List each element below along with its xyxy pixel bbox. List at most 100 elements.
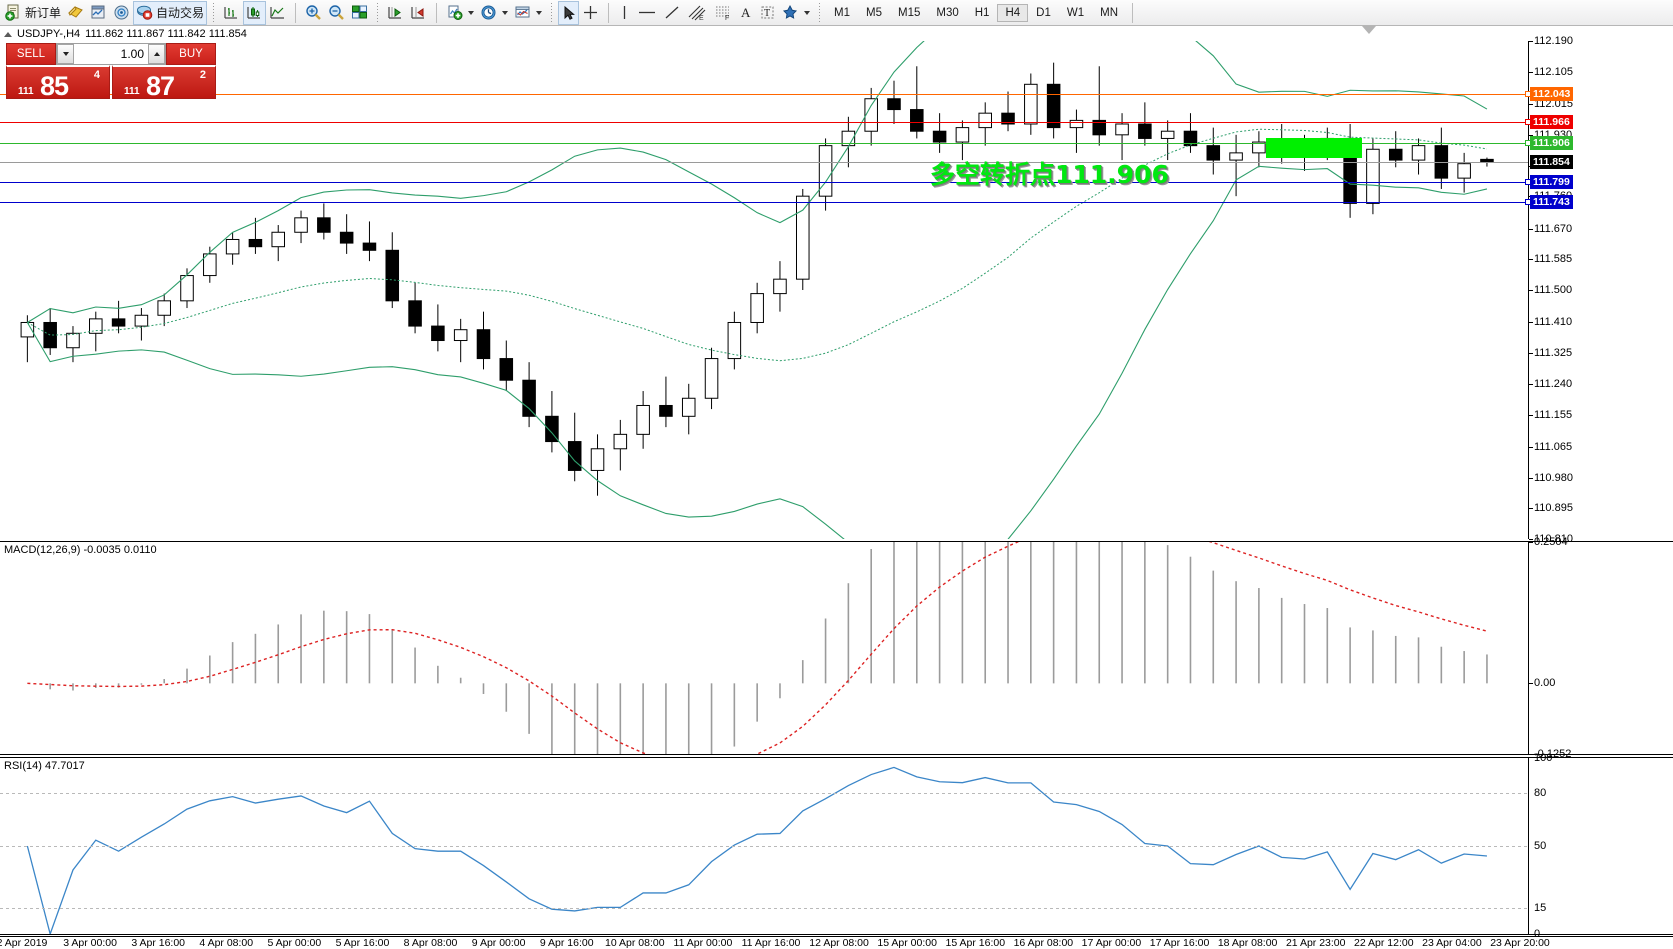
line-chart-button[interactable] xyxy=(266,1,289,25)
price-level-label[interactable]: 111.966 xyxy=(1530,114,1573,129)
tab-timeframe-m5[interactable]: M5 xyxy=(866,6,882,19)
fibonacci-icon: F xyxy=(713,4,733,21)
tab-timeframe-h1[interactable]: H1 xyxy=(974,6,990,19)
price-tick-mark xyxy=(1529,290,1533,291)
shapes-button[interactable] xyxy=(779,1,813,25)
price-plot-area[interactable] xyxy=(0,41,1528,539)
tab-timeframe-m30[interactable]: M30 xyxy=(936,6,959,19)
sell-price-display[interactable]: 111 85 4 xyxy=(6,65,110,101)
tab-timeframe-d1[interactable]: D1 xyxy=(1036,6,1051,19)
price-tick-mark xyxy=(1529,104,1533,106)
chevron-down-icon[interactable] xyxy=(536,10,543,15)
price-level-handle[interactable] xyxy=(1525,179,1531,186)
buy-price-pips: 87 xyxy=(146,71,175,101)
price-level-line[interactable] xyxy=(0,162,1528,164)
price-level-label[interactable]: 111.799 xyxy=(1530,175,1573,190)
time-tick-label: 23 Apr 04:00 xyxy=(1422,937,1482,949)
expert-advisor-button[interactable] xyxy=(64,1,87,25)
price-level-label[interactable]: 112.043 xyxy=(1530,87,1574,102)
zoom-out-button[interactable] xyxy=(325,1,348,25)
price-tick-label: 111.155 xyxy=(1534,408,1573,421)
crosshair-button[interactable] xyxy=(579,1,602,25)
price-tick-label: 112.190 xyxy=(1534,35,1573,47)
candlestick-chart-button[interactable] xyxy=(243,0,267,25)
tab-timeframe-m15[interactable]: M15 xyxy=(898,6,921,19)
price-level-handle[interactable] xyxy=(1525,91,1531,98)
rsi-tick-label: 80 xyxy=(1534,787,1547,800)
sell-button[interactable]: SELL xyxy=(6,43,56,65)
tab-timeframe-mn[interactable]: MN xyxy=(1100,6,1118,19)
vertical-line-button[interactable] xyxy=(615,1,634,25)
trendline-button[interactable] xyxy=(660,1,684,25)
price-level-line[interactable] xyxy=(0,143,1528,145)
auto-scroll-button[interactable] xyxy=(407,1,430,25)
tile-windows-button[interactable] xyxy=(348,1,371,25)
chevron-down-icon[interactable] xyxy=(468,10,475,15)
zoom-in-button[interactable] xyxy=(302,1,325,25)
toolbar-separator xyxy=(1132,2,1133,23)
macd-plot-area[interactable] xyxy=(0,542,1528,754)
rsi-pane: RSI(14) 47.7017 100 80 50 15 0 xyxy=(0,752,1673,940)
price-level-line[interactable] xyxy=(0,182,1528,184)
trendline-icon xyxy=(663,4,681,21)
bollinger-band-line xyxy=(26,165,1488,539)
tab-timeframe-w1[interactable]: W1 xyxy=(1066,6,1085,19)
price-level-handle[interactable] xyxy=(1525,199,1531,206)
text-button[interactable]: A xyxy=(736,1,756,25)
chevron-down-icon[interactable] xyxy=(804,10,811,15)
candlestick-chart-icon xyxy=(246,4,263,21)
svg-text:E: E xyxy=(699,15,704,21)
bar-chart-button[interactable] xyxy=(220,1,243,25)
price-level-label[interactable]: 111.906 xyxy=(1530,136,1573,151)
price-level-label[interactable]: 111.743 xyxy=(1530,195,1573,210)
price-level-handle[interactable] xyxy=(1525,118,1531,125)
autotrading-button[interactable]: 自动交易 xyxy=(133,0,208,25)
data-window-button[interactable] xyxy=(87,1,110,25)
rsi-plot-area[interactable] xyxy=(0,758,1528,934)
price-level-label[interactable]: 111.854 xyxy=(1530,155,1573,170)
buy-button[interactable]: BUY xyxy=(166,43,216,65)
new-order-button[interactable]: 新订单 xyxy=(2,1,64,25)
clock-icon xyxy=(480,4,497,21)
tab-timeframe-h4[interactable]: H4 xyxy=(997,3,1029,22)
rsi-level-line xyxy=(0,846,1528,847)
price-tick-mark xyxy=(1529,322,1533,324)
equidistant-channel-button[interactable]: E xyxy=(684,1,710,25)
time-tick-label: 9 Apr 00:00 xyxy=(471,937,526,949)
chart-marker-arrow-icon xyxy=(1362,26,1376,34)
price-axis[interactable]: 112.190112.105112.015111.930111.845111.7… xyxy=(1528,35,1673,545)
volume-input[interactable]: 1.00 xyxy=(120,47,144,61)
price-level-line[interactable] xyxy=(0,94,1528,96)
price-level-handle[interactable] xyxy=(1525,140,1531,147)
price-tick-mark xyxy=(1529,228,1533,230)
tab-timeframe-m1[interactable]: M1 xyxy=(834,6,851,19)
sell-price-bigfigure: 111 xyxy=(18,86,34,97)
indicators-button[interactable] xyxy=(443,1,477,25)
time-axis[interactable]: 2 Apr 2019 3 Apr 00:00 3 Apr 16:00 4 Apr 08… xyxy=(0,936,1673,949)
volume-stepper[interactable]: 1.00 xyxy=(56,43,166,65)
volume-increase-button[interactable] xyxy=(148,44,165,64)
price-tick-mark xyxy=(1529,383,1533,385)
price-level-line[interactable] xyxy=(0,202,1528,204)
text-label-button[interactable]: T xyxy=(756,1,779,25)
collapse-triangle-icon[interactable] xyxy=(4,31,12,37)
price-tick-label: 111.410 xyxy=(1534,316,1573,329)
price-level-line[interactable] xyxy=(0,121,1528,123)
time-tick-label: 8 Apr 08:00 xyxy=(403,937,458,949)
templates-button[interactable] xyxy=(511,1,545,25)
one-click-trading-panel[interactable]: SELL 1.00 BUY 111 85 4 111 87 2 xyxy=(6,43,216,101)
buy-price-display[interactable]: 111 87 2 xyxy=(112,65,216,101)
cursor-button[interactable] xyxy=(558,0,580,25)
autotrading-label: 自动交易 xyxy=(156,6,205,20)
horizontal-line-button[interactable] xyxy=(634,1,660,25)
chart-symbol-label: USDJPY-,H4 xyxy=(17,28,81,40)
fibonacci-button[interactable]: F xyxy=(710,1,736,25)
macd-tick-mark xyxy=(1529,683,1533,685)
volume-decrease-button[interactable] xyxy=(57,44,74,64)
bollinger-band-line xyxy=(27,128,1488,362)
time-tick-label: 23 Apr 20:00 xyxy=(1490,937,1550,949)
chevron-down-icon[interactable] xyxy=(502,10,509,15)
period-button[interactable] xyxy=(477,1,511,25)
shift-end-button[interactable] xyxy=(384,1,407,25)
navigator-button[interactable] xyxy=(110,1,133,25)
